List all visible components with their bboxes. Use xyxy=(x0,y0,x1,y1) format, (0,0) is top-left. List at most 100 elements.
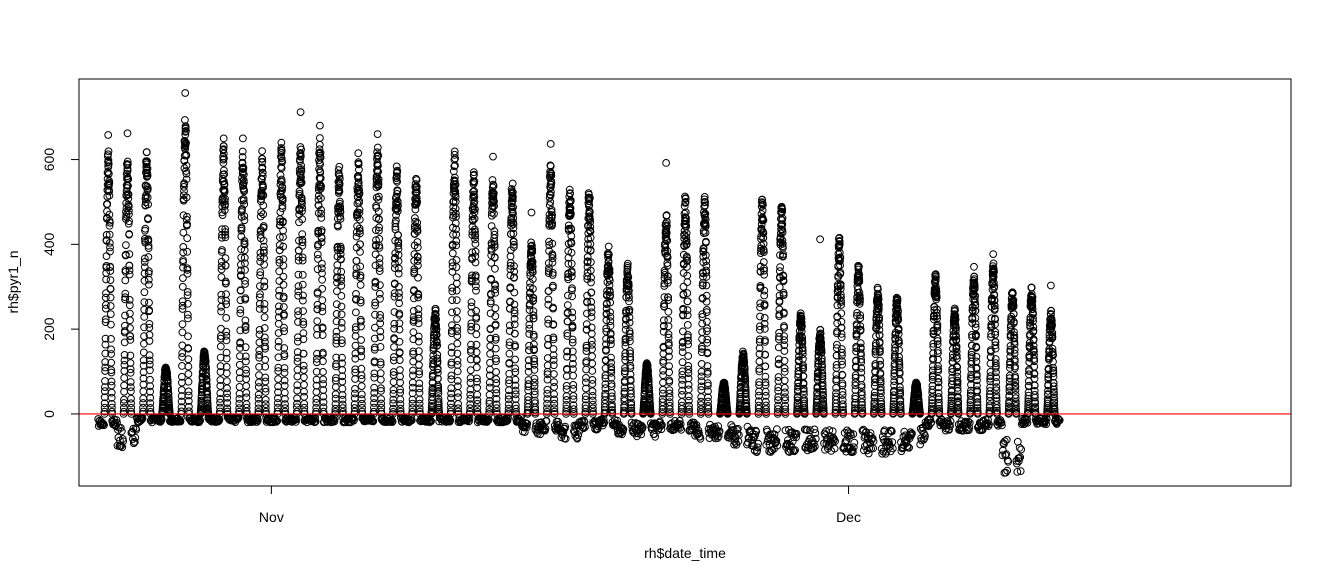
data-point xyxy=(353,222,362,231)
data-point xyxy=(336,212,345,221)
data-point xyxy=(448,262,457,271)
data-point xyxy=(298,199,306,207)
data-point xyxy=(274,337,283,346)
data-point xyxy=(525,306,534,314)
data-point xyxy=(259,210,268,219)
outlier-point xyxy=(296,108,305,116)
data-point xyxy=(240,216,249,225)
data-point xyxy=(336,250,345,259)
data-point xyxy=(275,241,284,249)
data-point xyxy=(106,276,115,285)
data-point xyxy=(413,257,422,265)
data-point xyxy=(242,357,250,366)
data-point xyxy=(448,308,456,317)
data-point xyxy=(107,388,116,397)
data-point xyxy=(274,363,283,372)
data-point xyxy=(259,201,268,210)
data-point xyxy=(454,404,463,413)
data-point xyxy=(471,232,480,240)
data-point xyxy=(471,227,479,236)
data-point xyxy=(220,181,229,189)
data-point xyxy=(371,301,380,310)
data-point xyxy=(281,404,290,413)
data-point xyxy=(222,336,231,345)
data-point xyxy=(316,168,325,177)
data-point xyxy=(297,167,306,176)
data-point xyxy=(259,183,267,192)
data-point xyxy=(375,243,384,252)
data-point xyxy=(242,365,250,374)
data-point xyxy=(396,372,404,381)
data-point xyxy=(254,408,263,416)
data-point xyxy=(261,384,270,393)
data-point xyxy=(260,313,269,322)
data-point xyxy=(146,366,154,375)
data-point xyxy=(313,317,322,326)
data-point xyxy=(337,267,346,276)
data-point xyxy=(338,391,347,399)
data-point xyxy=(472,363,481,372)
data-point xyxy=(240,246,249,255)
data-point xyxy=(452,241,461,250)
data-point xyxy=(454,389,462,397)
data-point xyxy=(351,375,360,383)
data-point xyxy=(182,161,191,170)
data-point xyxy=(588,367,597,375)
outlier-point xyxy=(258,147,267,156)
data-point xyxy=(274,375,283,383)
data-point xyxy=(278,201,287,210)
data-point xyxy=(356,240,365,249)
data-point xyxy=(237,272,245,281)
data-point xyxy=(337,324,346,332)
data-point xyxy=(509,224,518,233)
data-point xyxy=(389,386,398,394)
data-point xyxy=(356,262,365,271)
data-point xyxy=(261,342,269,351)
outlier-point xyxy=(354,149,363,158)
data-point xyxy=(317,182,326,191)
data-point xyxy=(408,395,417,404)
data-point xyxy=(525,346,533,355)
data-point xyxy=(505,349,514,358)
data-point xyxy=(679,282,688,291)
data-point xyxy=(106,310,115,319)
data-point xyxy=(411,217,420,226)
data-point xyxy=(408,399,417,408)
data-point xyxy=(216,353,225,362)
data-point xyxy=(183,266,192,274)
data-point xyxy=(356,298,365,307)
data-point xyxy=(279,226,288,235)
data-point xyxy=(106,243,114,252)
day-cycle-points xyxy=(671,192,698,435)
data-point xyxy=(582,374,590,382)
data-point xyxy=(470,197,479,206)
data-point xyxy=(486,350,495,358)
data-point xyxy=(375,235,384,243)
data-point xyxy=(275,286,284,295)
data-point xyxy=(294,287,303,296)
data-point xyxy=(337,310,346,319)
data-point xyxy=(683,289,692,298)
data-point xyxy=(414,261,422,270)
data-point xyxy=(355,227,364,235)
data-point xyxy=(453,327,462,336)
data-point xyxy=(355,189,364,198)
data-point xyxy=(472,323,481,332)
data-point xyxy=(375,223,384,232)
data-point xyxy=(780,376,789,385)
outlier-point xyxy=(489,152,497,161)
data-point xyxy=(164,386,173,394)
data-point xyxy=(490,202,499,210)
data-point xyxy=(472,307,481,315)
data-point xyxy=(505,341,514,350)
data-point xyxy=(260,282,269,291)
day-cycle-points xyxy=(498,179,525,427)
day-cycle-points xyxy=(248,147,275,427)
data-point xyxy=(510,320,519,329)
data-point xyxy=(278,183,287,192)
data-point xyxy=(471,277,480,286)
data-point xyxy=(511,364,520,373)
data-point xyxy=(683,311,692,320)
data-point xyxy=(119,437,128,446)
